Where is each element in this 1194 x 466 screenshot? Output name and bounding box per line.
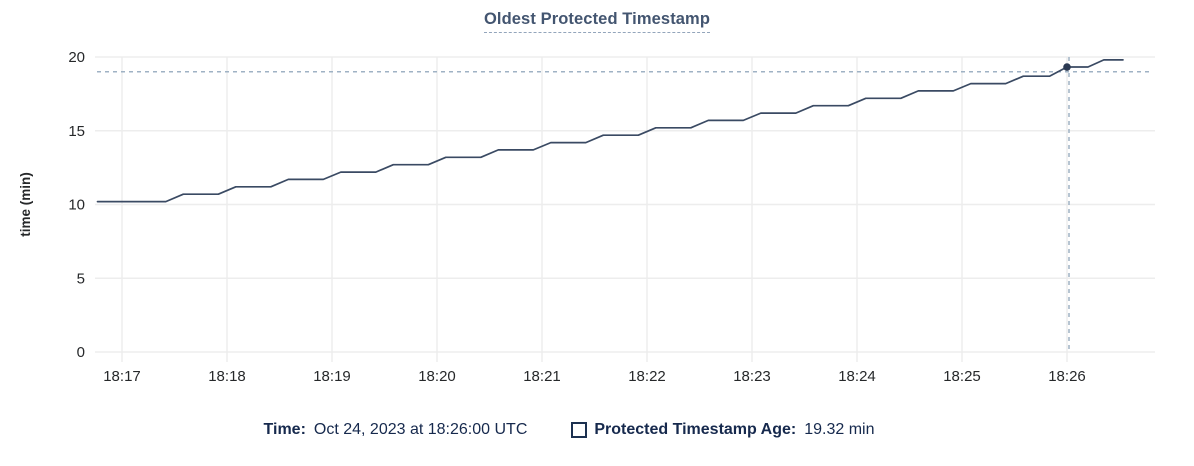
x-tick-label: 18:23 [733,368,771,385]
chart-title[interactable]: Oldest Protected Timestamp [483,10,711,33]
x-tick-label: 18:20 [418,368,456,385]
hover-point-dot [1063,63,1071,71]
tooltip-time-value: Oct 24, 2023 at 18:26:00 UTC [313,421,528,438]
tooltip-series-value: 19.32 min [804,421,875,438]
x-tick-label: 18:21 [523,368,561,385]
x-tick-label: 18:19 [313,368,351,385]
timeseries-plot-area[interactable]: 0 5 10 15 20 18:17 18:18 18:19 18:20 18:21 18:22 18… [0,0,1194,400]
y-axis-title: time (min) [18,172,33,237]
x-tick-label: 18:18 [208,368,246,385]
x-tick-label: 18:25 [943,368,981,385]
hover-tooltip-legend: Time: Oct 24, 2023 at 18:26:00 UTC Prote… [0,421,1166,439]
y-tick-label: 5 [77,270,85,287]
x-tick-label: 18:17 [103,368,141,385]
x-tick-label: 18:24 [838,368,876,385]
chart-title-row: Oldest Protected Timestamp [0,10,1194,33]
tooltip-time-label: Time: [263,421,306,438]
x-tick-label: 18:26 [1048,368,1086,385]
tooltip-series-label: Protected Timestamp Age: [594,421,797,438]
y-tick-label: 0 [77,344,85,361]
y-tick-label: 20 [68,49,85,66]
y-tick-label: 15 [68,123,85,140]
x-tick-label: 18:22 [628,368,666,385]
series-toggle-checkbox-icon[interactable] [571,422,588,438]
series-line [96,59,1124,203]
y-tick-label: 10 [68,197,85,214]
